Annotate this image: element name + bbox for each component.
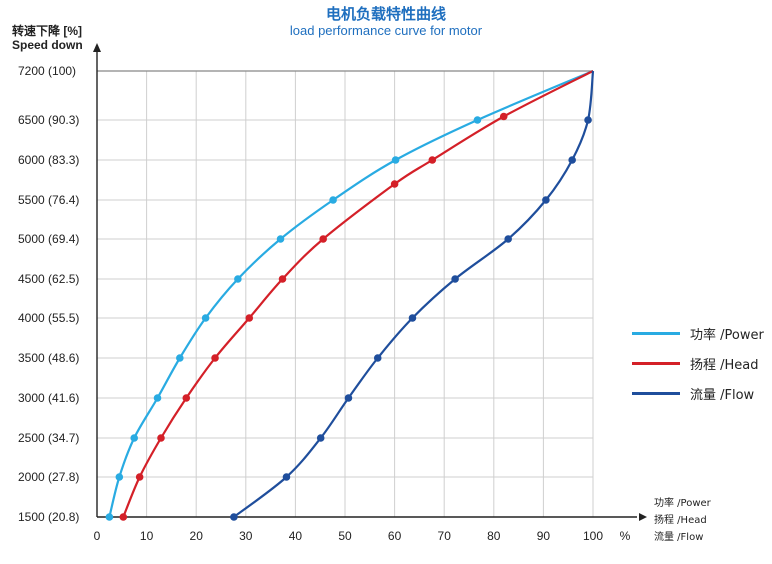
grid xyxy=(97,70,594,518)
legend-label-head: 扬程 /Head xyxy=(690,357,759,373)
data-point-power xyxy=(176,354,184,362)
tick-labels: 1500 (20.8) 2000 (27.8) 2500 (34.7) 3000 (4… xyxy=(18,64,631,543)
data-point-head xyxy=(157,434,165,442)
legend-label-flow: 流量 /Flow xyxy=(690,387,755,403)
data-point-power xyxy=(329,196,337,204)
legend-item-flow: 流量 /Flow xyxy=(632,378,764,408)
series-line-power xyxy=(108,69,594,518)
x-tick-label: 50 xyxy=(338,529,352,543)
data-point-head xyxy=(390,180,399,188)
data-point-flow xyxy=(373,354,382,362)
legend-small-flow: 流量 /Flow xyxy=(654,532,704,543)
data-point-head xyxy=(245,314,254,322)
data-point-power xyxy=(473,116,482,124)
y-axis-arrow-icon xyxy=(93,43,101,52)
data-point-head xyxy=(319,235,327,243)
data-point-flow xyxy=(344,394,353,402)
legend-item-power: 功率 /Power xyxy=(632,318,764,348)
y-tick-label: 4000 (55.5) xyxy=(18,311,79,325)
data-point-flow xyxy=(504,235,512,243)
y-tick-label: 7200 (100) xyxy=(18,64,76,78)
x-tick-label: 90 xyxy=(537,529,551,543)
y-tick-label: 2500 (34.7) xyxy=(18,431,79,445)
x-axis-unit-label: % xyxy=(620,529,631,543)
chart-title: 电机负载特性曲线 xyxy=(325,5,446,23)
series-line-flow xyxy=(233,70,595,518)
x-tick-label: 40 xyxy=(289,529,303,543)
data-point-power xyxy=(201,314,210,322)
data-point-flow xyxy=(230,513,238,521)
y-tick-label: 2000 (27.8) xyxy=(18,470,79,484)
x-tick-label: 100 xyxy=(583,529,603,543)
axes xyxy=(93,43,647,521)
data-point-power xyxy=(105,513,114,521)
data-point-flow xyxy=(316,434,325,442)
y-tick-label: 5500 (76.4) xyxy=(18,193,79,207)
data-point-power xyxy=(115,473,124,481)
series-line-head xyxy=(122,70,594,518)
data-point-power xyxy=(234,275,242,283)
data-point-flow xyxy=(282,473,291,481)
data-point-flow xyxy=(568,156,576,164)
x-tick-label: 20 xyxy=(190,529,204,543)
legend-label-power: 功率 /Power xyxy=(690,327,764,343)
legend-small-power: 功率 /Power xyxy=(654,498,711,509)
data-point-power xyxy=(276,235,285,243)
data-point-head xyxy=(119,513,128,521)
data-point-power xyxy=(153,394,162,402)
y-tick-label: 3500 (48.6) xyxy=(18,351,79,365)
legend-swatch-flow xyxy=(632,391,680,395)
legend-swatch-head xyxy=(632,361,680,365)
data-point-flow xyxy=(542,196,550,204)
data-point-head xyxy=(211,354,219,362)
y-tick-label: 4500 (62.5) xyxy=(18,272,79,286)
data-point-power xyxy=(130,434,138,442)
data-point-head xyxy=(428,156,437,164)
y-tick-label: 1500 (20.8) xyxy=(18,510,79,524)
legend-item-head: 扬程 /Head xyxy=(632,348,764,378)
legend-swatch-power xyxy=(632,331,680,335)
x-axis-arrow-icon xyxy=(639,513,647,521)
x-tick-label: 10 xyxy=(140,529,154,543)
y-tick-label: 5000 (69.4) xyxy=(18,232,79,246)
legend-small: 功率 /Power 扬程 /Head 流量 /Flow xyxy=(654,494,711,545)
x-tick-label: 80 xyxy=(487,529,501,543)
y-axis-label-cn: 转速下降 [%] xyxy=(12,24,82,38)
y-tick-label: 6000 (83.3) xyxy=(18,153,79,167)
legend: 功率 /Power 扬程 /Head 流量 /Flow xyxy=(632,318,764,408)
data-point-head xyxy=(278,275,287,283)
chart-subtitle: load performance curve for motor xyxy=(289,23,483,38)
x-tick-label: 30 xyxy=(239,529,253,543)
data-point-flow xyxy=(584,116,592,124)
x-tick-label: 70 xyxy=(438,529,452,543)
data-point-head xyxy=(499,112,508,121)
data-point-head xyxy=(182,394,191,402)
legend-small-head: 扬程 /Head xyxy=(654,515,707,526)
y-axis-label-en: Speed down xyxy=(12,38,83,52)
data-point-head xyxy=(135,473,144,481)
x-tick-label: 60 xyxy=(388,529,402,543)
data-point-power xyxy=(391,156,400,164)
data-point-flow xyxy=(408,314,417,322)
data-point-flow xyxy=(451,275,459,283)
y-tick-label: 3000 (41.6) xyxy=(18,391,79,405)
y-tick-label: 6500 (90.3) xyxy=(18,113,79,127)
x-tick-label: 0 xyxy=(94,529,101,543)
series-layer xyxy=(105,69,595,521)
